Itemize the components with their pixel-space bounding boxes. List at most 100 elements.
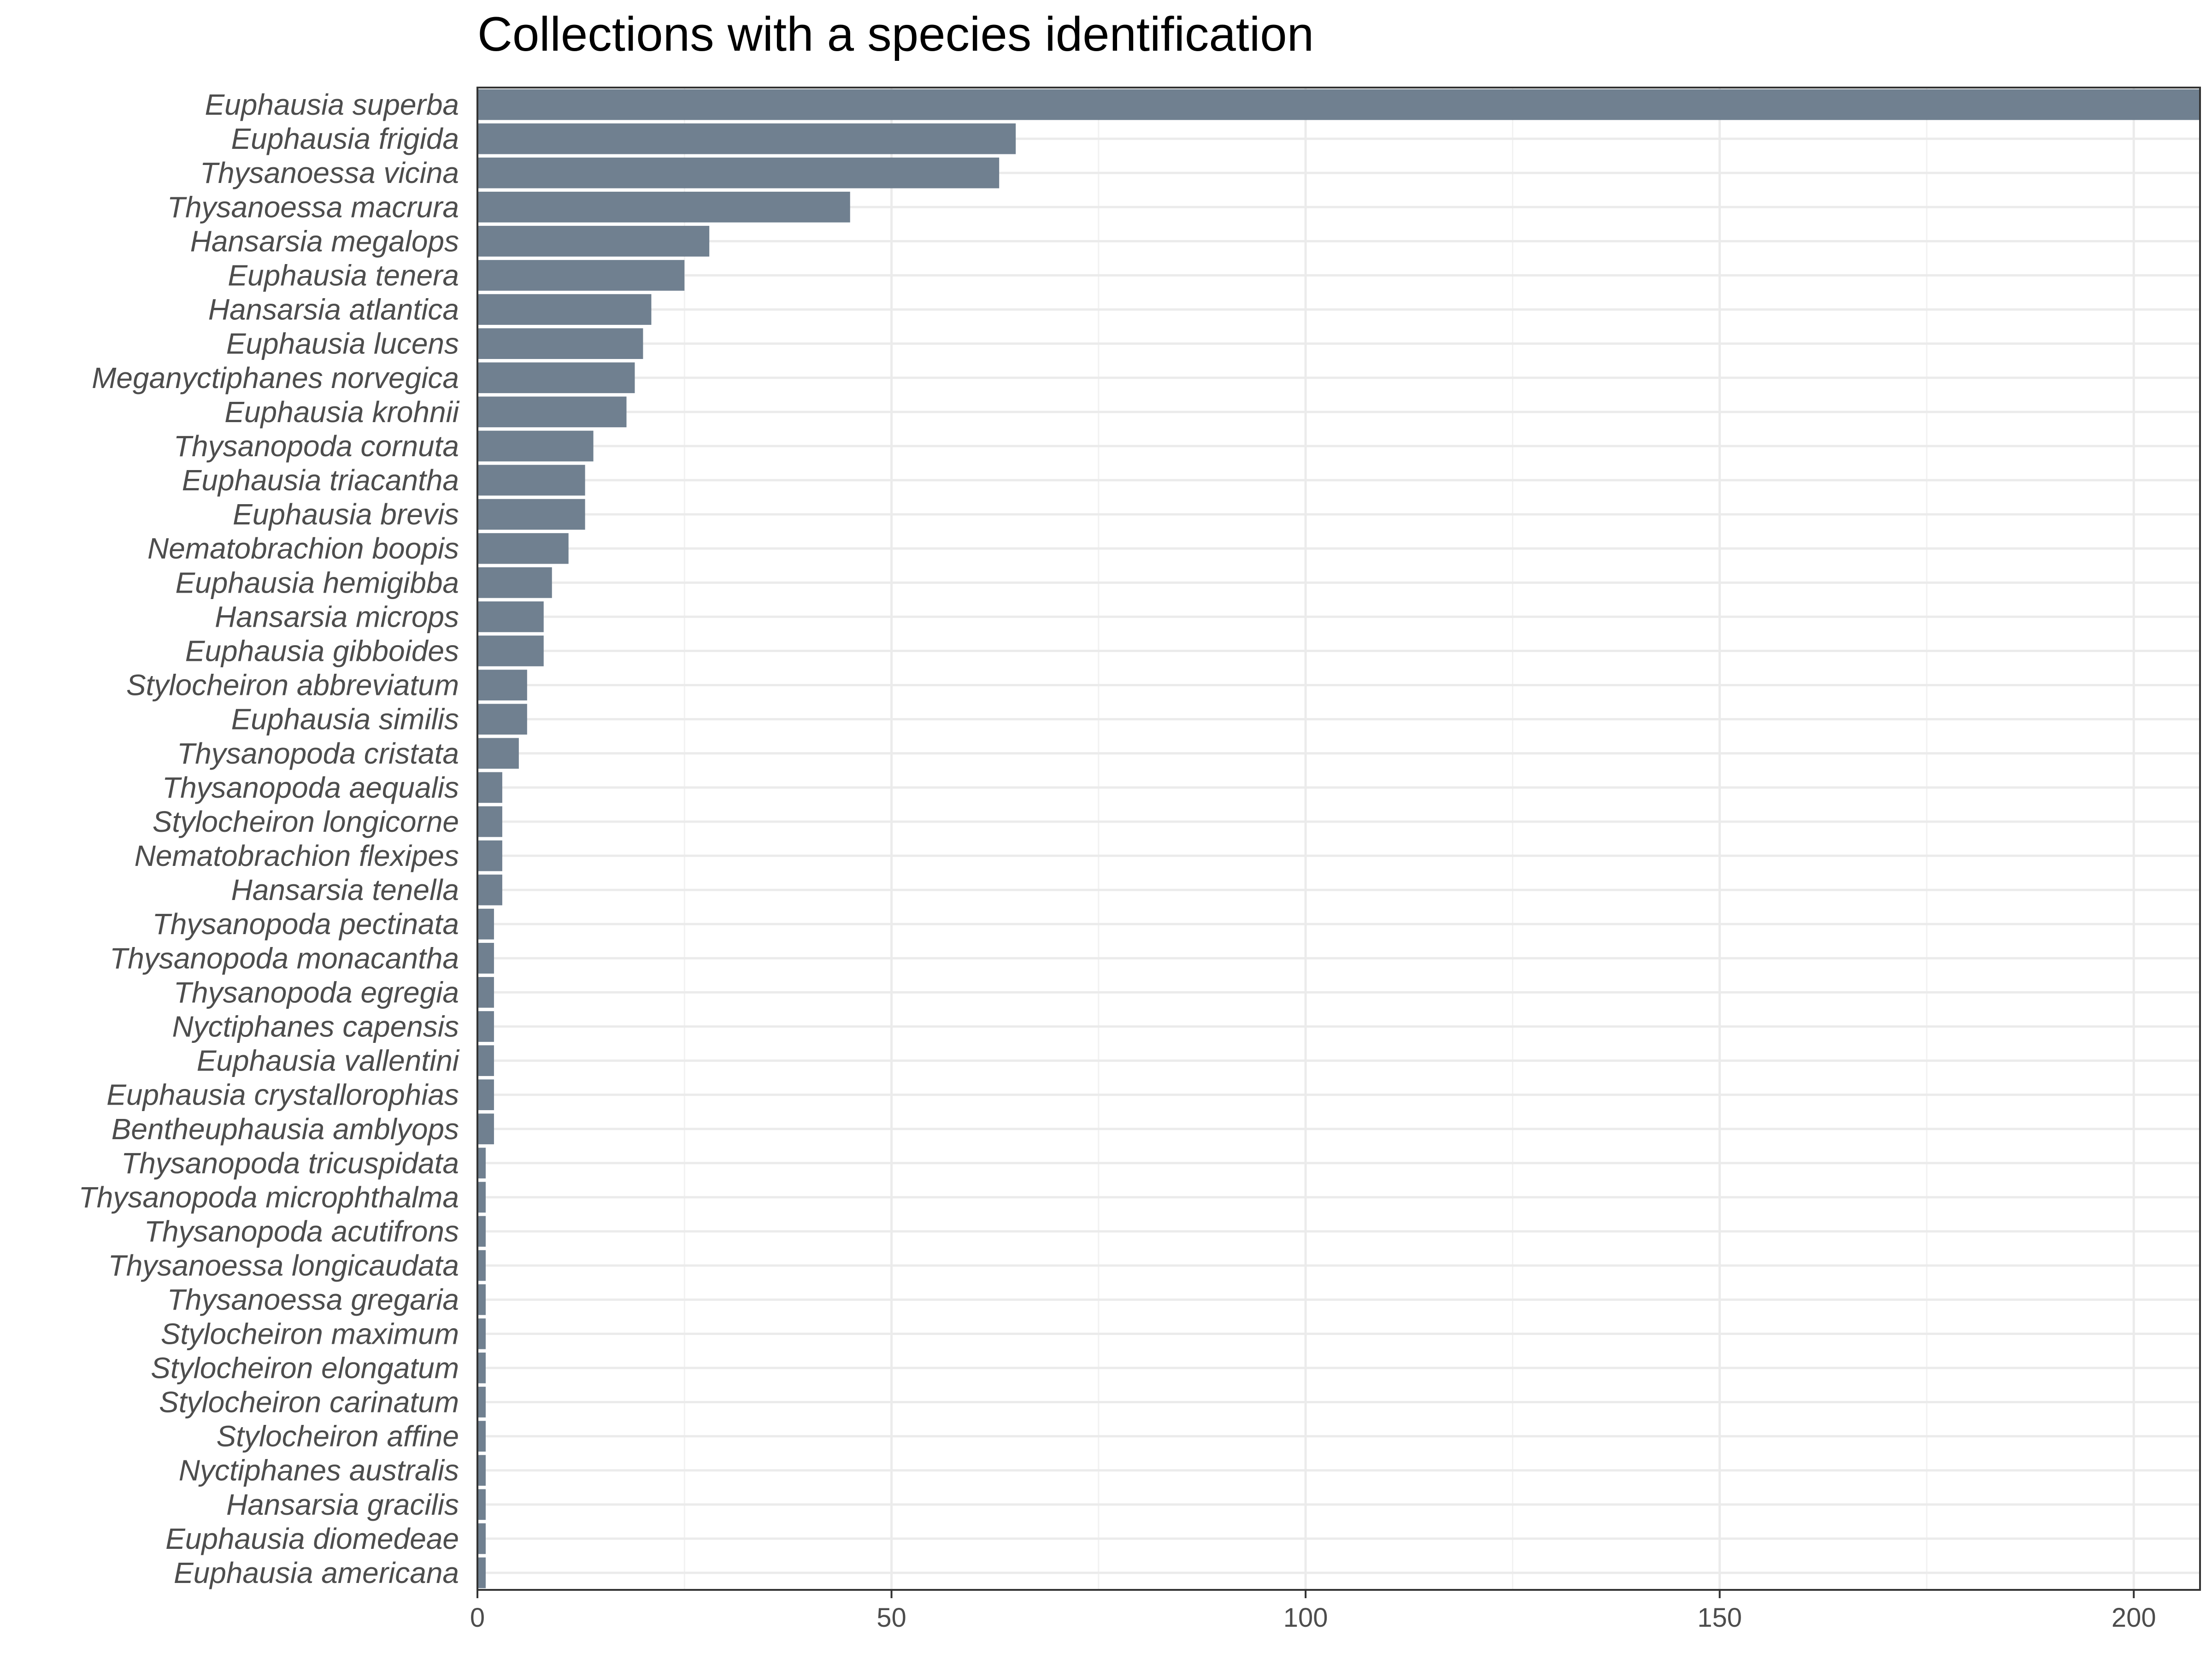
category-label: Euphausia crystallorophias (106, 1078, 459, 1112)
x-tick-label: 0 (470, 1603, 485, 1633)
category-label: Hansarsia atlantica (208, 293, 459, 326)
bar (477, 635, 544, 666)
plot-border (477, 87, 2201, 1591)
category-label: Thysanopoda pectinata (153, 907, 459, 941)
category-label: Euphausia triacantha (182, 464, 459, 497)
category-label: Stylocheiron carinatum (159, 1386, 459, 1419)
bar (477, 738, 519, 769)
bar (477, 157, 1000, 188)
bar (477, 1455, 486, 1486)
category-label: Thysanopoda egregia (174, 976, 459, 1009)
category-label: Bentheuphausia amblyops (112, 1112, 459, 1146)
bar (477, 465, 585, 496)
category-label: Stylocheiron elongatum (151, 1351, 459, 1384)
category-label: Thysanoessa macrura (167, 190, 459, 224)
bar (477, 1113, 494, 1145)
category-label: Thysanopoda cornuta (174, 429, 459, 463)
x-tick-label: 200 (2112, 1603, 2156, 1633)
bar (477, 1079, 494, 1111)
bar (477, 89, 2200, 120)
category-label: Thysanoessa longicaudata (108, 1249, 459, 1282)
bar (477, 533, 569, 564)
category-label: Euphausia gibboides (185, 635, 459, 668)
bars (477, 89, 2200, 1588)
bar (477, 1353, 486, 1383)
bar (477, 1011, 494, 1042)
x-tick-label: 50 (877, 1603, 906, 1633)
bar (477, 908, 494, 940)
category-label: Thysanopoda cristata (177, 737, 459, 770)
bar (477, 601, 544, 632)
category-label: Thysanoessa vicina (200, 156, 459, 189)
category-label: Euphausia tenera (228, 259, 459, 292)
x-axis-ticks: 0 50 100 150 200 (470, 1590, 2156, 1633)
category-label: Nematobrachion flexipes (135, 839, 459, 872)
category-label: Thysanopoda acutifrons (144, 1215, 459, 1248)
bar (477, 1182, 486, 1213)
category-label: Thysanoessa gregaria (167, 1283, 459, 1316)
bar (477, 1489, 486, 1520)
bar (477, 1387, 486, 1418)
bar (477, 942, 494, 974)
bar (477, 294, 652, 325)
bar (477, 704, 527, 735)
category-label: Stylocheiron longicorne (153, 805, 459, 838)
category-label: Nyctiphanes capensis (172, 1010, 459, 1043)
category-label: Euphausia diomedeae (165, 1522, 459, 1555)
category-label: Stylocheiron maximum (161, 1317, 459, 1350)
bar (477, 226, 710, 257)
bar (477, 670, 527, 700)
category-label: Nematobrachion boopis (147, 532, 459, 565)
category-label: Euphausia americana (174, 1556, 459, 1589)
category-label: Stylocheiron abbreviatum (126, 669, 459, 702)
chart-title: Collections with a species identificatio… (477, 7, 1314, 61)
category-label: Euphausia lucens (226, 327, 459, 360)
bar (477, 430, 594, 462)
bar (477, 123, 1016, 154)
bar (477, 1284, 486, 1315)
bar (477, 1421, 486, 1452)
x-tick-label: 150 (1697, 1603, 1742, 1633)
category-label: Hansarsia tenella (231, 873, 459, 906)
bar (477, 806, 502, 837)
bar (477, 772, 502, 803)
category-label: Hansarsia gracilis (226, 1488, 459, 1521)
category-label: Hansarsia microps (215, 600, 459, 633)
bar (477, 499, 585, 530)
bar (477, 1045, 494, 1076)
bar (477, 1318, 486, 1349)
bar (477, 1557, 486, 1588)
bar (477, 977, 494, 1008)
bar (477, 1216, 486, 1247)
bar (477, 328, 643, 359)
category-label: Thysanopoda tricuspidata (121, 1147, 459, 1180)
category-label: Euphausia frigida (231, 122, 459, 155)
bar (477, 1147, 486, 1179)
x-tick-label: 100 (1283, 1603, 1328, 1633)
bar (477, 1250, 486, 1281)
plot-background (477, 88, 2200, 1590)
bar (477, 567, 552, 598)
bar (477, 396, 627, 428)
bar (477, 362, 635, 394)
category-label: Hansarsia megalops (190, 224, 459, 258)
category-label: Euphausia krohnii (224, 395, 460, 429)
bar (477, 840, 502, 871)
category-label: Thysanopoda microphthalma (79, 1181, 459, 1214)
bar (477, 874, 502, 906)
category-label: Nyctiphanes australis (179, 1454, 459, 1487)
category-label: Meganyctiphanes norvegica (92, 361, 459, 394)
category-label: Euphausia hemigibba (175, 566, 459, 599)
bar (477, 191, 850, 223)
category-label: Euphausia similis (231, 703, 459, 736)
category-label: Euphausia brevis (233, 498, 459, 531)
category-label: Thysanopoda aequalis (162, 771, 459, 804)
bar (477, 1523, 486, 1554)
bar (477, 260, 685, 291)
category-label: Thysanopoda monacantha (110, 941, 459, 975)
category-label: Euphausia superba (205, 88, 459, 121)
category-label: Stylocheiron affine (216, 1420, 459, 1453)
category-label: Euphausia vallentini (197, 1044, 460, 1077)
